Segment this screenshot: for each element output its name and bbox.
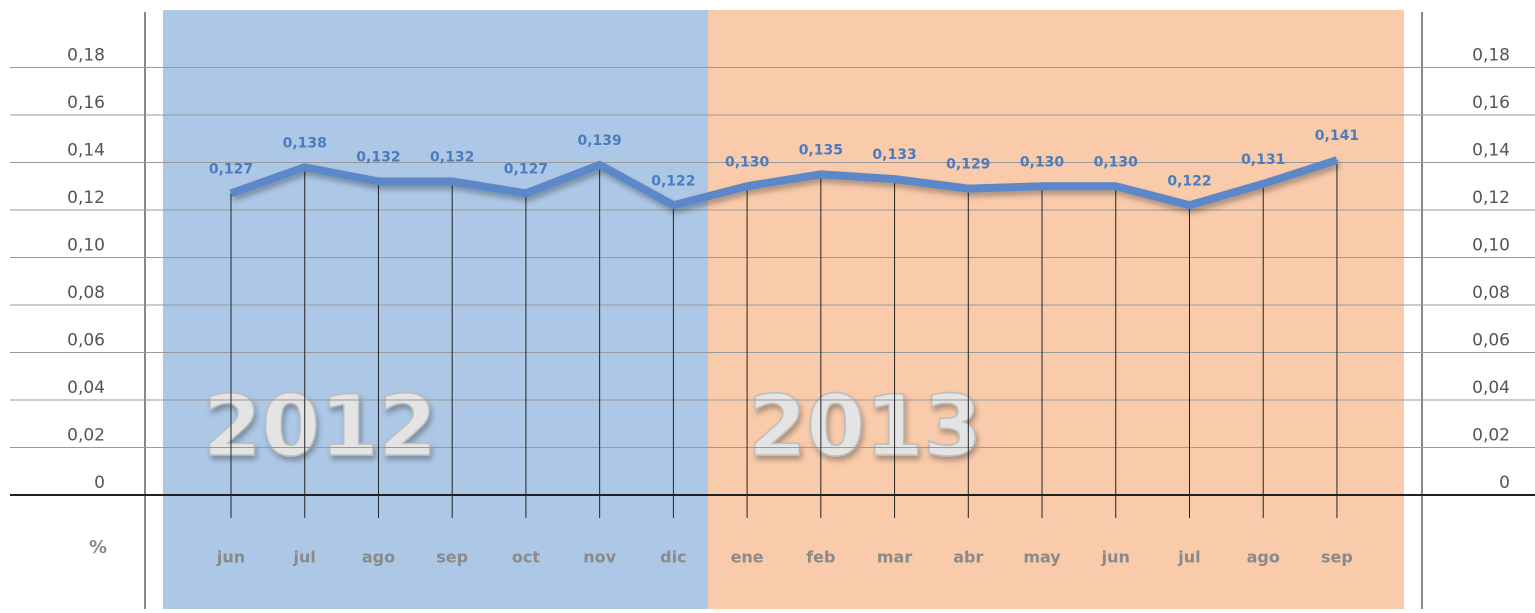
y-tick-label: 0,16 [1472,93,1510,113]
year-label: 2013 [748,377,982,475]
x-tick-label: jun [1101,548,1130,567]
x-tick-label: nov [583,548,616,567]
y-tick-label: 0,06 [67,331,105,351]
y-tick-label: 0,16 [67,93,105,113]
y-tick-label: 0,04 [1472,378,1510,398]
x-tick-label: feb [806,548,835,567]
value-label: 0,130 [725,154,770,170]
y-tick-label: 0,18 [67,46,105,66]
y-tick-label: 0,12 [1472,188,1510,208]
y-tick-label: 0 [1499,473,1510,493]
y-tick-label: 0,08 [1472,283,1510,303]
y-tick-label: 0,02 [67,426,105,446]
y-tick-label: 0 [94,473,105,493]
y-tick-label: 0,14 [1472,141,1510,161]
value-label: 0,132 [430,150,474,166]
y-tick-label: 0,02 [1472,426,1510,446]
x-tick-label: ago [362,548,395,567]
y-tick-label: 0,10 [1472,236,1510,256]
x-tick-label: jul [1177,548,1200,567]
value-label: 0,139 [578,133,622,149]
value-label: 0,127 [209,161,253,177]
x-tick-label: mar [877,548,912,567]
x-tick-label: may [1023,548,1061,567]
value-label: 0,122 [651,173,695,189]
y-axis-label: % [89,537,107,558]
y-tick-label: 0,04 [67,378,105,398]
x-tick-label: oct [512,548,540,567]
y-tick-label: 0,12 [67,188,105,208]
value-label: 0,130 [1020,154,1065,170]
y-tick-label: 0,08 [67,283,105,303]
value-label: 0,138 [283,135,327,151]
band-2012 [163,10,708,609]
value-label: 0,129 [946,157,990,173]
x-tick-label: dic [660,548,686,567]
value-label: 0,133 [872,147,916,163]
x-tick-label: sep [436,548,468,567]
x-tick-label: sep [1321,548,1353,567]
y-tick-label: 0,18 [1472,46,1510,66]
y-tick-label: 0,06 [1472,331,1510,351]
x-tick-label: ene [731,548,764,567]
value-label: 0,135 [799,142,843,158]
value-label: 0,127 [504,161,548,177]
x-tick-label: jul [293,548,316,567]
value-label: 0,132 [356,150,400,166]
value-label: 0,122 [1167,173,1211,189]
band-2013 [708,10,1404,609]
x-tick-label: jun [216,548,245,567]
value-label: 0,141 [1315,128,1359,144]
y-tick-label: 0,10 [67,236,105,256]
year-label: 2012 [203,377,437,475]
x-tick-label: ago [1247,548,1280,567]
series-line [229,156,1339,210]
y-tick-label: 0,14 [67,141,105,161]
value-label: 0,131 [1241,152,1285,168]
value-label: 0,130 [1094,154,1139,170]
x-tick-label: abr [953,548,983,567]
